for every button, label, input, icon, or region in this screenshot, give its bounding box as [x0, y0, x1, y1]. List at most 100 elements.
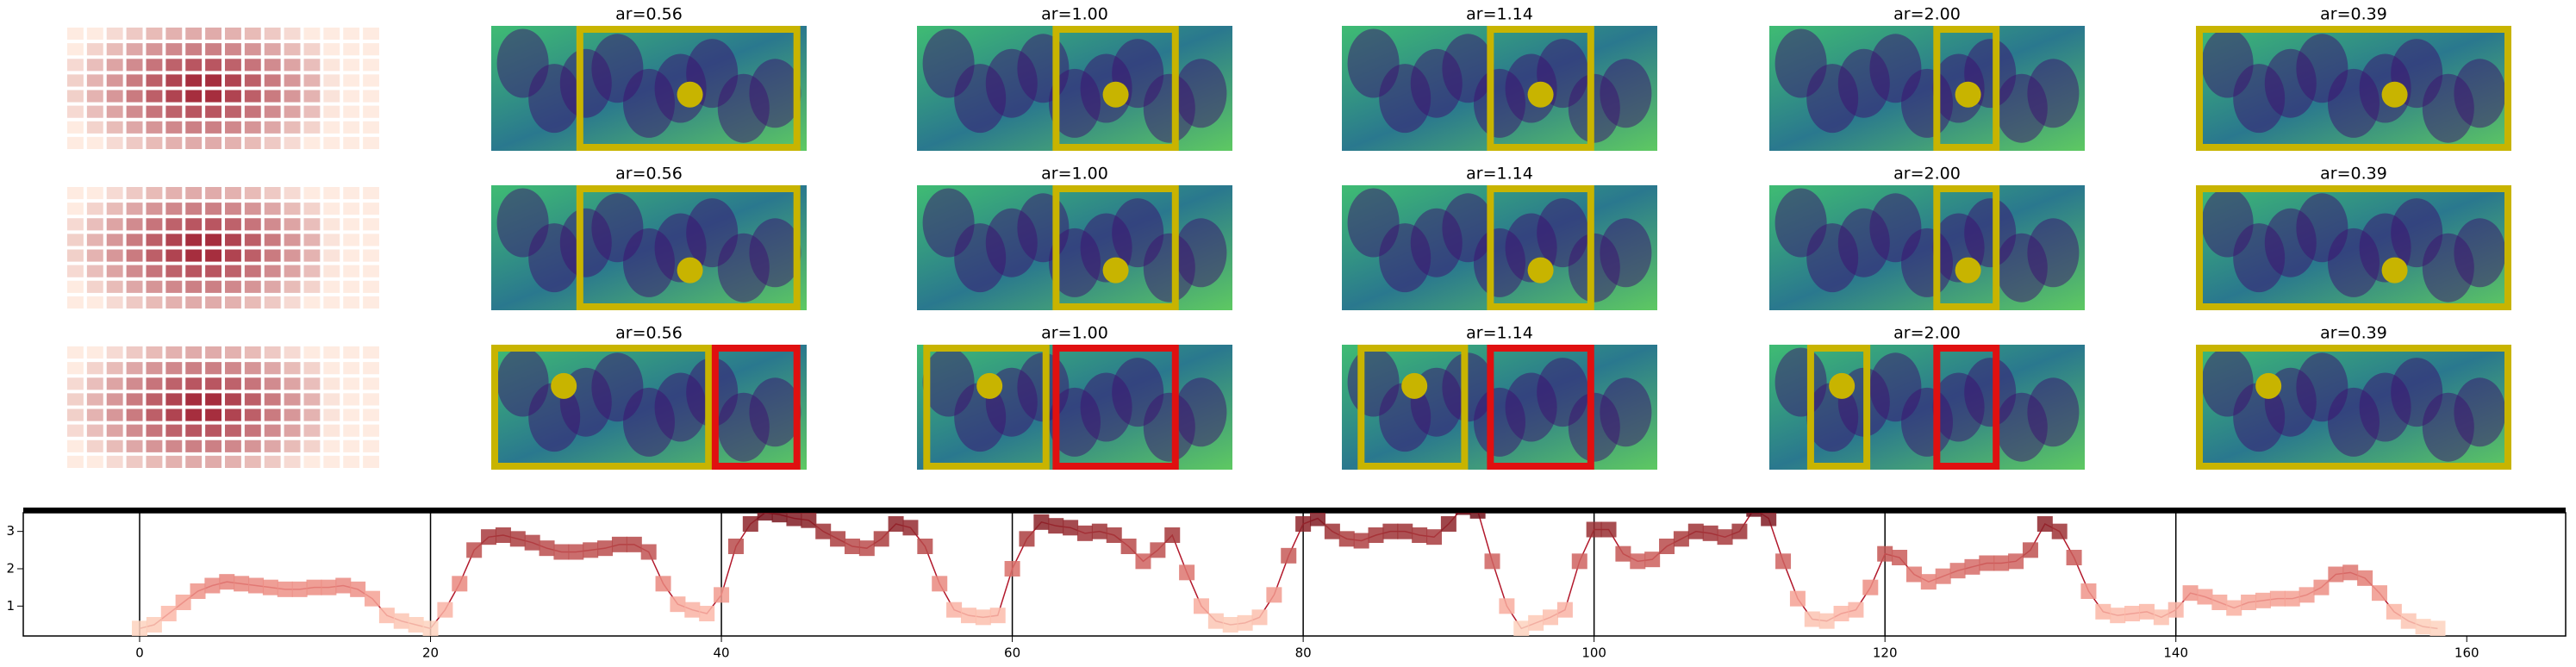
heatmap-cell: [146, 249, 163, 262]
heatmap-cell: [284, 136, 301, 149]
heatmap-cell: [126, 59, 143, 72]
heatmap-cell: [264, 280, 281, 293]
heatmap-cell: [165, 90, 183, 103]
heatmap-cell: [146, 90, 163, 103]
heatmap-cell: [86, 280, 103, 293]
image-shade: [2454, 218, 2506, 288]
heatmap-cell: [86, 362, 103, 375]
heatmap-cell: [343, 362, 360, 375]
heatmap-cell: [323, 43, 340, 56]
heatmap-cell: [67, 187, 84, 200]
marker: [393, 613, 409, 629]
heatmap-cell: [323, 74, 340, 87]
marker: [1615, 545, 1631, 562]
heatmap-cell: [264, 455, 281, 468]
heatmap-cell: [67, 424, 84, 437]
marker: [2008, 553, 2024, 570]
heatmap-cell: [225, 377, 241, 390]
heatmap-cell: [225, 265, 241, 277]
heatmap-cell: [126, 218, 143, 231]
heatmap-cell: [264, 187, 281, 200]
heatmap-cell: [165, 28, 183, 41]
heatmap-cell: [146, 136, 163, 149]
box: [1806, 345, 1871, 470]
heatmap-cell: [106, 187, 123, 200]
marker: [1528, 614, 1544, 631]
marker: [509, 531, 526, 547]
marker: [1630, 553, 1646, 570]
heatmap-cell: [106, 121, 123, 134]
image-shade: [2027, 218, 2080, 288]
heatmap-cell: [185, 393, 203, 406]
marker: [321, 579, 337, 595]
marker: [1687, 523, 1704, 539]
heatmap-cell: [165, 136, 183, 149]
heatmap-cell: [67, 43, 84, 56]
marker: [1150, 542, 1166, 558]
heatmap-cell: [225, 187, 241, 200]
heatmap-cell: [244, 346, 261, 359]
marker: [1281, 547, 1297, 564]
marker: [2211, 595, 2228, 610]
heatmap-cell: [303, 249, 321, 262]
heatmap-cell: [205, 265, 221, 277]
heatmap-cell: [284, 43, 301, 56]
heatmap-cell: [244, 455, 261, 468]
dot: [1955, 257, 1981, 284]
marker: [1761, 513, 1777, 527]
heatmap-cell: [86, 296, 103, 309]
marker: [1237, 614, 1253, 631]
marker: [742, 516, 758, 532]
marker: [378, 608, 395, 624]
heatmap-cell: [303, 280, 321, 293]
marker: [1368, 527, 1384, 543]
heatmap-cell: [323, 28, 340, 41]
marker: [1484, 553, 1500, 570]
heatmap-cell: [86, 121, 103, 134]
heatmap-cell: [67, 74, 84, 87]
heatmap-cell: [205, 203, 221, 215]
heatmap-cell: [126, 234, 143, 246]
heatmap-cell: [86, 203, 103, 215]
heatmap-cell: [303, 203, 321, 215]
marker: [2429, 620, 2446, 636]
heatmap-cell: [225, 362, 241, 375]
marker: [2357, 570, 2373, 586]
heatmap-cell: [323, 280, 340, 293]
heatmap-cell: [284, 249, 301, 262]
heatmap-cell: [244, 439, 261, 452]
heatmap-cell: [264, 105, 281, 118]
image-shade: [2454, 59, 2506, 128]
heatmap-cell: [165, 346, 183, 359]
heatmap-cell: [185, 234, 203, 246]
heatmap-cell: [185, 377, 203, 390]
heatmap-cell: [205, 346, 221, 359]
box: [2196, 185, 2511, 310]
heatmap-cell: [185, 136, 203, 149]
image-shade: [749, 218, 801, 288]
heatmap-cell: [86, 59, 103, 72]
panel-title: ar=2.00: [1893, 5, 1961, 24]
marker: [219, 574, 235, 590]
heatmap-cell: [363, 296, 379, 309]
marker: [1659, 539, 1675, 554]
panel-title: ar=1.00: [1041, 5, 1108, 24]
heatmap-cell: [86, 424, 103, 437]
marker: [408, 617, 424, 633]
marker: [452, 576, 468, 592]
heatmap-cell: [284, 296, 301, 309]
dot: [1829, 372, 1856, 399]
marker: [1571, 553, 1587, 570]
marker: [2095, 603, 2111, 620]
panel-title: ar=0.56: [615, 324, 683, 343]
marker: [1746, 513, 1762, 517]
heatmap-cell: [284, 28, 301, 41]
marker: [306, 579, 322, 595]
heatmap-cell: [323, 346, 340, 359]
heatmap-cell: [264, 346, 281, 359]
marker: [2080, 583, 2097, 599]
heatmap-cell: [185, 424, 203, 437]
heatmap-cell: [185, 439, 203, 452]
marker: [1135, 553, 1151, 570]
heatmap-cell: [343, 187, 360, 200]
